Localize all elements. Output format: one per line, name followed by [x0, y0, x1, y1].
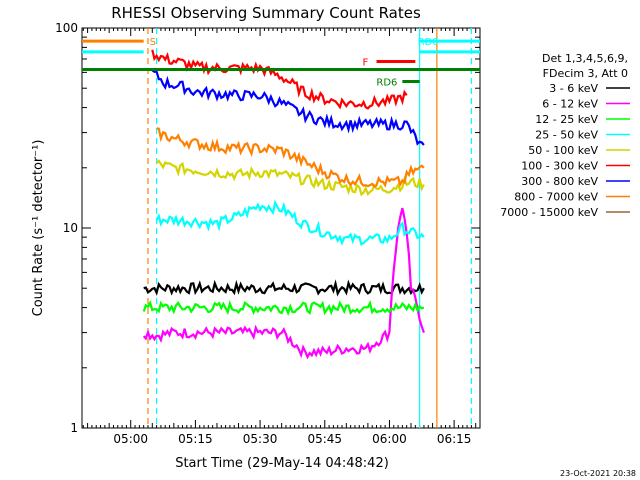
legend: Det 1,3,4,5,6,9, FDecim 3, Att 0 3 - 6 k… — [500, 52, 630, 219]
chart-title: RHESSI Observing Summary Count Rates — [111, 4, 421, 22]
tick-labels: 05:00 05:15 05:30 05:45 06:00 06:15 1 10 100 — [55, 21, 471, 446]
generation-timestamp: 23-Oct-2021 20:38 — [560, 469, 636, 478]
marker-label-rd6: RD6 — [376, 78, 397, 89]
legend-label: 12 - 25 keV — [535, 113, 598, 126]
marker-label-f: F — [363, 57, 369, 68]
legend-label: 300 - 800 keV — [521, 175, 598, 188]
series-line-0 — [143, 279, 425, 297]
legend-header-2: FDecim 3, Att 0 — [543, 67, 628, 80]
y-axis-label: Count Rate (s⁻¹ detector⁻¹) — [31, 140, 46, 317]
series-line-2 — [142, 299, 425, 316]
y-tick-label: 1 — [70, 421, 78, 435]
legend-header-1: Det 1,3,4,5,6,9, — [542, 52, 628, 65]
legend-label: 800 - 7000 keV — [514, 191, 598, 204]
series-line-5 — [151, 49, 408, 110]
legend-label: 3 - 6 keV — [549, 82, 598, 95]
top-marker-bars: S F RD0 RD6 — [82, 37, 480, 89]
legend-label: 7000 - 15000 keV — [500, 206, 598, 219]
plot-frame — [81, 27, 481, 429]
x-tick-label: 05:00 — [113, 432, 148, 446]
series-line-1 — [142, 207, 425, 360]
x-tick-label: 05:15 — [178, 432, 213, 446]
x-tick-label: 06:00 — [372, 432, 407, 446]
y-tick-label: 10 — [63, 221, 78, 235]
series-line-6 — [151, 69, 425, 146]
x-tick-label: 05:30 — [243, 432, 278, 446]
vertical-marker-lines — [147, 28, 472, 428]
legend-label: 100 - 300 keV — [521, 160, 598, 173]
series-line-4 — [155, 159, 425, 197]
x-axis-label: Start Time (29-May-14 04:48:42) — [175, 456, 389, 471]
series-line-3 — [155, 199, 425, 246]
plot-axes — [81, 27, 481, 429]
y-tick-label: 100 — [55, 21, 78, 35]
legend-label: 25 - 50 keV — [535, 129, 598, 142]
legend-label: 50 - 100 keV — [528, 144, 598, 157]
legend-label: 6 - 12 keV — [542, 98, 598, 111]
marker-label-s: S — [150, 37, 156, 48]
marker-label-rd0: RD0 — [418, 37, 439, 48]
x-tick-label: 06:15 — [437, 432, 472, 446]
series-layer — [142, 49, 425, 360]
x-tick-label: 05:45 — [307, 432, 342, 446]
series-line-7 — [156, 127, 425, 189]
